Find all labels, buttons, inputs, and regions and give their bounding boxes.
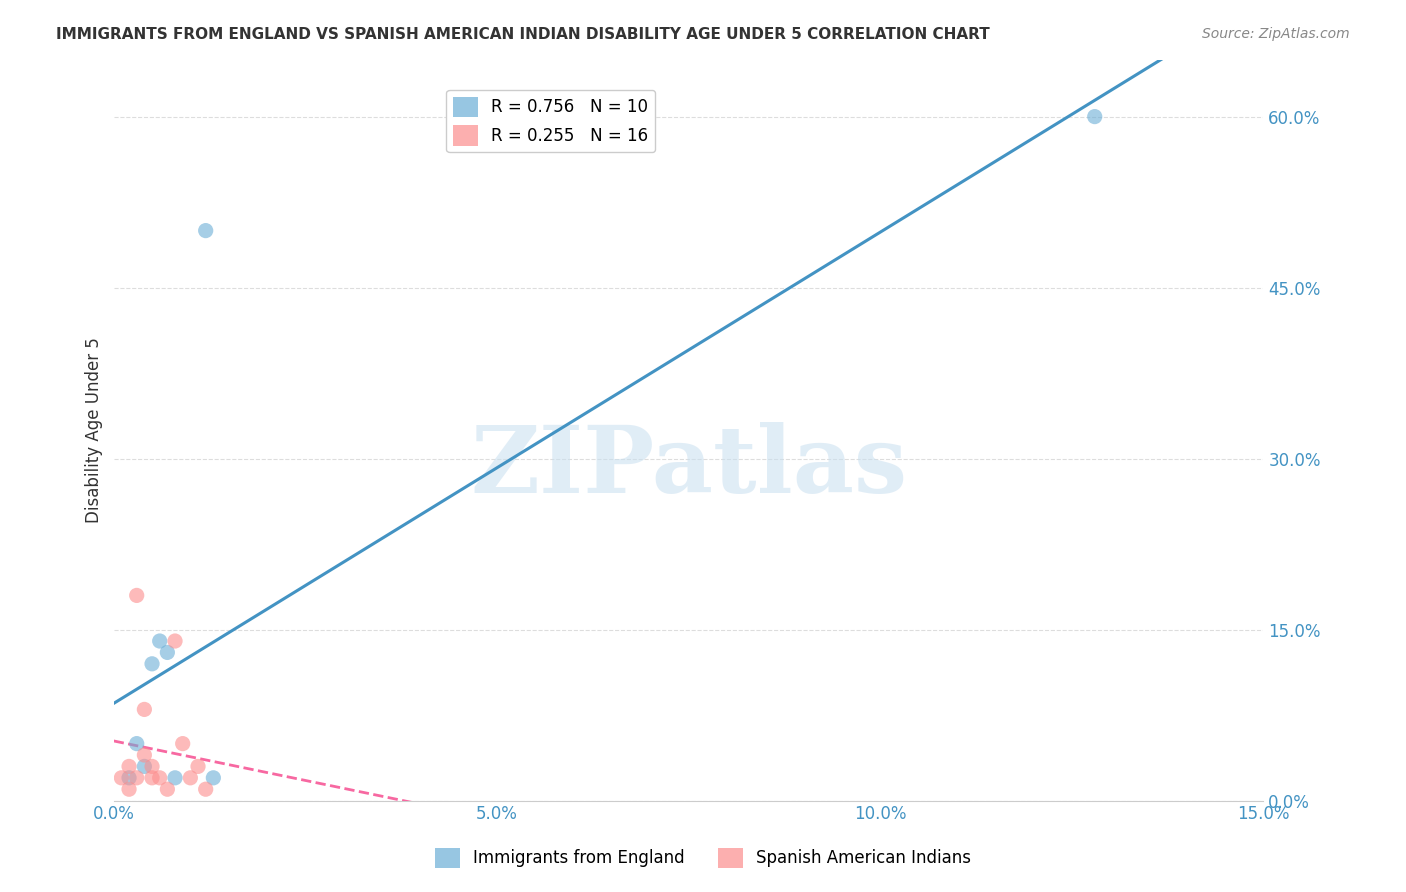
Point	[125, 771, 148, 785]
Legend: Immigrants from England, Spanish American Indians: Immigrants from England, Spanish America…	[427, 841, 979, 875]
Point	[110, 771, 132, 785]
Point	[134, 702, 156, 716]
Text: ZIPatlas: ZIPatlas	[470, 422, 907, 512]
Legend: R = 0.756   N = 10, R = 0.255   N = 16: R = 0.756 N = 10, R = 0.255 N = 16	[446, 90, 655, 153]
Point	[149, 771, 172, 785]
Point	[134, 747, 156, 762]
Point	[134, 759, 156, 773]
Point	[163, 634, 186, 648]
Point	[141, 657, 163, 671]
Point	[172, 737, 194, 751]
Point	[194, 782, 217, 797]
Point	[156, 782, 179, 797]
Y-axis label: Disability Age Under 5: Disability Age Under 5	[86, 337, 103, 523]
Point	[187, 759, 209, 773]
Point	[125, 589, 148, 603]
Point	[118, 771, 141, 785]
Point	[118, 782, 141, 797]
Point	[149, 634, 172, 648]
Point	[118, 759, 141, 773]
Point	[141, 771, 163, 785]
Text: Source: ZipAtlas.com: Source: ZipAtlas.com	[1202, 27, 1350, 41]
Point	[179, 771, 201, 785]
Point	[194, 224, 217, 238]
Point	[163, 771, 186, 785]
Point	[125, 737, 148, 751]
Point	[202, 771, 225, 785]
Point	[156, 645, 179, 659]
Text: IMMIGRANTS FROM ENGLAND VS SPANISH AMERICAN INDIAN DISABILITY AGE UNDER 5 CORREL: IMMIGRANTS FROM ENGLAND VS SPANISH AMERI…	[56, 27, 990, 42]
Point	[1084, 110, 1107, 124]
Point	[141, 759, 163, 773]
